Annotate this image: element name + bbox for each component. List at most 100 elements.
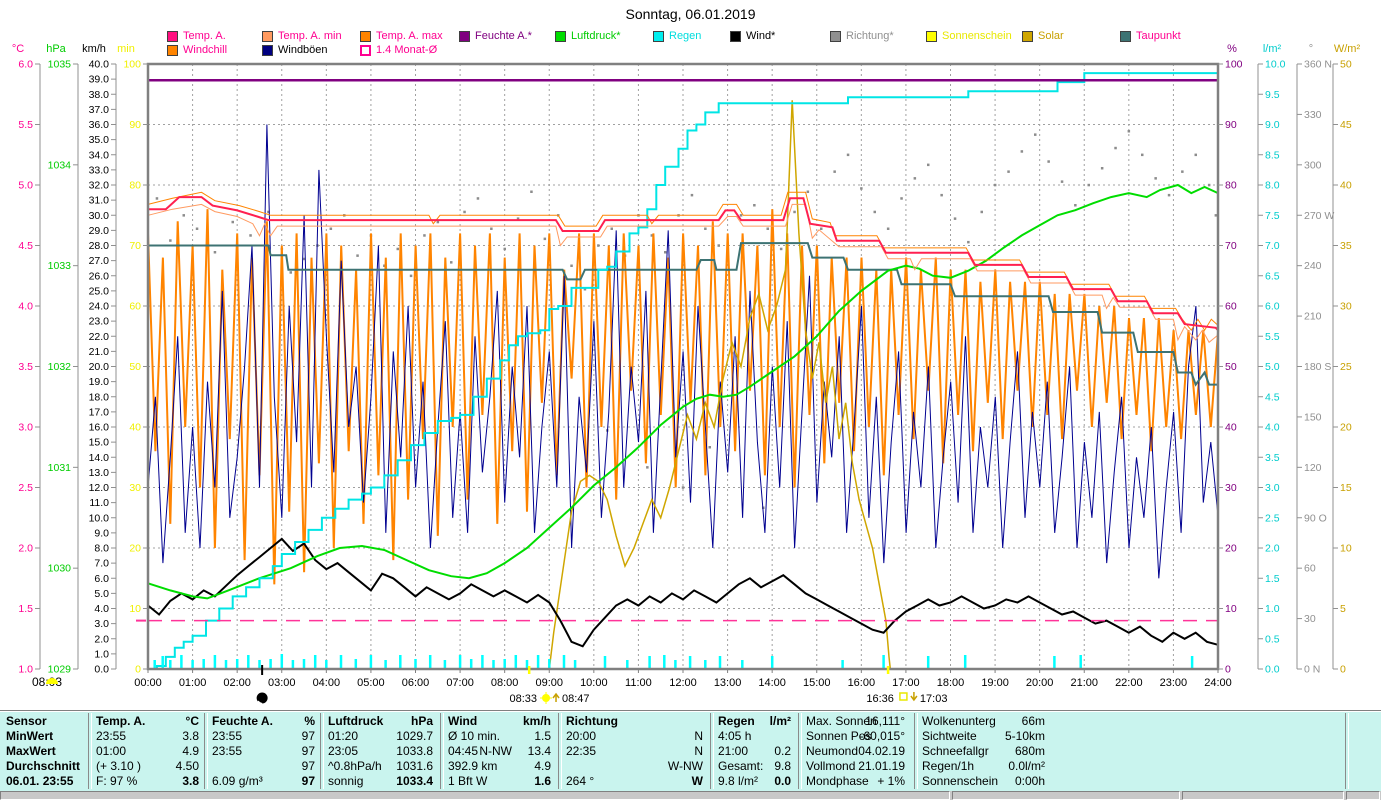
svg-text:10.0: 10.0 (89, 512, 110, 524)
cell-value: + 1% (877, 774, 905, 788)
svg-text:%: % (1227, 43, 1237, 55)
svg-text:330: 330 (1304, 109, 1322, 121)
cell-label: Max. Sonnen (806, 714, 877, 728)
svg-text:5.5: 5.5 (1265, 331, 1280, 343)
legend-item-wind-: Wind* (730, 30, 775, 42)
svg-text:22:00: 22:00 (1115, 677, 1143, 689)
column-unit: l/m² (769, 714, 791, 728)
series-richtung (155, 130, 1218, 509)
svg-text:80: 80 (129, 180, 141, 192)
legend-item-feuchte-a-: Feuchte A.* (459, 30, 532, 42)
cell-label: Regen/1h (922, 759, 975, 773)
svg-text:60: 60 (129, 301, 141, 313)
legend-label: Taupunkt (1136, 30, 1181, 42)
cell-label: 23:55 (96, 729, 127, 743)
svg-text:08:47: 08:47 (562, 693, 590, 705)
svg-text:7.0: 7.0 (94, 558, 109, 570)
legend-item-solar: Solar (1022, 30, 1064, 42)
legend-label: Sonnenschein (942, 30, 1012, 42)
cell-label: 01:20 (328, 729, 359, 743)
svg-text:40: 40 (1340, 180, 1352, 192)
table-divider (440, 713, 444, 789)
svg-text:3.0: 3.0 (18, 422, 33, 434)
cell-value: 0.0l/m² (1008, 759, 1045, 773)
svg-text:8.0: 8.0 (94, 543, 109, 555)
svg-text:30: 30 (1304, 613, 1316, 625)
svg-text:80: 80 (1225, 180, 1237, 192)
svg-text:1030: 1030 (48, 563, 72, 575)
pre-sunrise-time: 08:03 (32, 675, 62, 689)
column-unit: °C (185, 714, 199, 728)
svg-text:07:00: 07:00 (446, 677, 474, 689)
svg-text:12:00: 12:00 (669, 677, 697, 689)
legend-item-windchill: Windchill (167, 44, 227, 56)
cell-value: 4.9 (534, 759, 551, 773)
svg-text:18:00: 18:00 (937, 677, 965, 689)
legend-swatch-icon (360, 30, 371, 42)
column-header: Wind (448, 714, 478, 728)
svg-text:0.0: 0.0 (94, 664, 109, 676)
svg-text:300: 300 (1304, 159, 1322, 171)
table-row-labels: Sensor MinWert MaxWert Durchschnitt 06.01. 2… (6, 714, 86, 790)
svg-text:6.0: 6.0 (18, 59, 33, 71)
legend-swatch-icon (167, 30, 178, 42)
svg-text:03:00: 03:00 (268, 677, 296, 689)
legend-swatch-icon (830, 30, 841, 42)
cell-value: 13.4 (527, 744, 551, 758)
svg-text:10.0: 10.0 (1265, 59, 1286, 71)
svg-text:6.5: 6.5 (1265, 270, 1280, 282)
cell-value: 4.50 (175, 759, 199, 773)
cell-label: ^0.8hPa/h (328, 759, 382, 773)
svg-text:17.0: 17.0 (89, 406, 110, 418)
svg-text:17:00: 17:00 (892, 677, 920, 689)
legend-label: Temp. A. (183, 30, 226, 42)
svg-text:40.0: 40.0 (89, 59, 110, 71)
cell-label: (+ 3.10 ) (96, 759, 142, 773)
statistics-table: Sensor MinWert MaxWert Durchschnitt 06.01. 2… (0, 710, 1381, 792)
svg-text:90 O: 90 O (1304, 512, 1327, 524)
legend-item-sonnenschein: Sonnenschein (926, 30, 1012, 42)
legend-item-temp-a-: Temp. A. (167, 30, 226, 42)
series-taupunkt (148, 242, 1218, 387)
cell-value: 1029.7 (396, 729, 433, 743)
cell-label: 21:00 (718, 744, 749, 758)
cell-label: Neumond (806, 744, 859, 758)
svg-text:0: 0 (1340, 664, 1346, 676)
svg-text:35.0: 35.0 (89, 134, 110, 146)
svg-text:9.0: 9.0 (1265, 119, 1280, 131)
svg-text:1034: 1034 (48, 159, 72, 171)
svg-text:150: 150 (1304, 411, 1322, 423)
table-divider (798, 713, 802, 789)
svg-text:24.0: 24.0 (89, 301, 110, 313)
svg-text:km/h: km/h (82, 43, 106, 55)
svg-text:1033: 1033 (48, 260, 72, 272)
svg-text:70: 70 (129, 240, 141, 252)
svg-text:38.0: 38.0 (89, 89, 110, 101)
series-solar (148, 100, 1218, 670)
legend-label: Richtung* (846, 30, 894, 42)
cell-label: 4:05 h (718, 729, 752, 743)
cell-label: F: 97 % (96, 774, 138, 788)
rain-event-ticks (153, 654, 1194, 668)
svg-text:1.0: 1.0 (94, 648, 109, 660)
svg-text:40: 40 (129, 422, 141, 434)
svg-text:08:00: 08:00 (491, 677, 519, 689)
cell-label: Sonnenschein (922, 774, 999, 788)
column-unit: hPa (410, 714, 433, 728)
legend-label: Wind* (746, 30, 776, 42)
cell-label: Ø 10 min. (448, 729, 501, 743)
svg-text:4.5: 4.5 (18, 240, 33, 252)
sunset-arrow-icon (910, 692, 918, 702)
svg-text:5.5: 5.5 (18, 119, 33, 131)
legend-item-temp-a-min: Temp. A. min (262, 30, 342, 42)
svg-text:3.5: 3.5 (1265, 452, 1280, 464)
svg-text:9.0: 9.0 (94, 527, 109, 539)
table-divider (914, 713, 918, 789)
svg-text:0: 0 (1225, 664, 1231, 676)
svg-text:1035: 1035 (48, 59, 72, 71)
moon-icon (256, 692, 268, 705)
cell-label: Mondphase (806, 774, 869, 788)
table-col-extra-info: Wolkenunterg 66m Sichtweite 5-10km Schneefal… (918, 714, 1050, 790)
cell-value: 9.8 (774, 759, 791, 773)
